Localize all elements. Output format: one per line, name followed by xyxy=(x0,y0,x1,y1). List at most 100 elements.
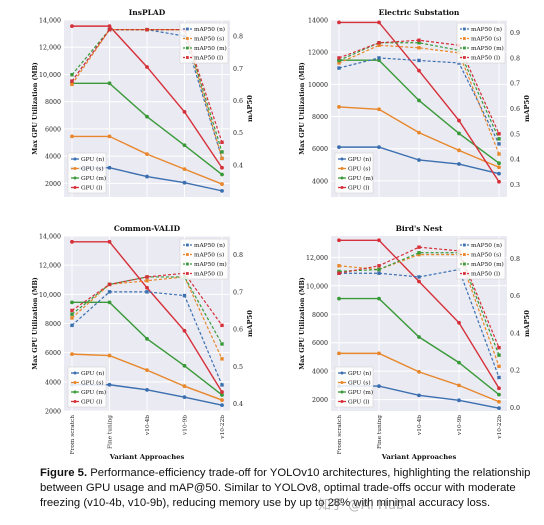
y-tick-label: 12,000 xyxy=(306,255,328,262)
gpu-point-l xyxy=(107,24,112,29)
gpu-point-s xyxy=(220,182,224,186)
y-tick-label: 12,000 xyxy=(39,45,61,52)
y-tick-label: 14,000 xyxy=(39,234,61,241)
map-point-n xyxy=(182,293,187,298)
legend-marker xyxy=(73,400,77,403)
map-point-m xyxy=(497,137,501,141)
y-tick-label: 4000 xyxy=(45,379,61,386)
gpu-point-s xyxy=(377,351,381,356)
legend-marker xyxy=(463,253,466,256)
gpu-point-m xyxy=(220,172,224,177)
legend-gpu: GPU (n) GPU (s) GPU (m) GPU (l) xyxy=(334,152,374,194)
legend-label: GPU (n) xyxy=(348,370,371,377)
gpu-point-s xyxy=(182,167,187,171)
map-point-n xyxy=(220,383,224,387)
map-point-l xyxy=(145,275,149,279)
y2-axis-label: mAP50 xyxy=(523,95,531,122)
legend-label: GPU (l) xyxy=(348,185,370,192)
map-point-l xyxy=(107,27,112,32)
y-tick-label: 8000 xyxy=(312,312,328,319)
watermark: 知乎 @AI Hub xyxy=(318,498,405,513)
map-point-n xyxy=(377,271,381,275)
legend-marker xyxy=(73,390,77,394)
gpu-point-m xyxy=(145,114,149,119)
gpu-point-m xyxy=(417,98,421,103)
legend-label: mAP50 (s) xyxy=(194,36,224,43)
legend-label: mAP50 (n) xyxy=(194,242,225,249)
y2-tick-label: 0.6 xyxy=(233,98,243,105)
gpu-point-m xyxy=(457,131,461,136)
map-point-s xyxy=(337,61,341,65)
chart-panel-3: Bird's Nest 2000 4000 6000 8000 10,000 12,000 0… xyxy=(299,224,531,461)
map-point-l xyxy=(337,56,341,60)
gpu-point-l xyxy=(377,238,381,243)
x-axis-label: Variant Approaches xyxy=(109,453,185,461)
gpu-point-l xyxy=(337,20,341,25)
map-line-m xyxy=(338,42,500,140)
x-tick-label: Fine tuning xyxy=(108,415,114,449)
y-tick-label: 6000 xyxy=(312,146,328,153)
legend-label: GPU (l) xyxy=(348,399,370,406)
map-point-s xyxy=(220,156,224,161)
gpu-point-l xyxy=(70,24,74,29)
y2-tick-label: 0.0 xyxy=(510,405,520,412)
gpu-point-l xyxy=(417,68,421,73)
gpu-point-n xyxy=(145,174,149,179)
gpu-point-l xyxy=(220,165,224,170)
gpu-point-n xyxy=(182,180,187,185)
y-axis-label: Max GPU Utilization (MB) xyxy=(32,277,39,370)
gpu-point-l xyxy=(182,110,187,114)
legend-marker xyxy=(463,27,466,31)
gpu-point-s xyxy=(497,399,501,404)
y2-tick-label: 0.8 xyxy=(510,256,520,263)
gpu-point-n xyxy=(107,165,112,170)
y-tick-label: 10,000 xyxy=(39,72,61,79)
gpu-point-l xyxy=(70,239,74,244)
map-point-m xyxy=(220,150,224,154)
x-tick-label: Fine tuning xyxy=(377,415,383,449)
map-point-l xyxy=(70,79,74,83)
map-point-m xyxy=(220,342,224,346)
map-point-m xyxy=(417,41,421,45)
legend-label: GPU (m) xyxy=(81,175,106,182)
y2-tick-label: 0.8 xyxy=(233,252,243,259)
legend-label: GPU (s) xyxy=(81,380,104,387)
map-point-n xyxy=(377,56,381,60)
legend-label: mAP50 (s) xyxy=(471,252,501,259)
gpu-point-n xyxy=(145,387,149,392)
legend-marker xyxy=(186,27,189,31)
legend-label: mAP50 (n) xyxy=(471,242,502,249)
map-point-l xyxy=(220,323,224,328)
legend-marker xyxy=(340,400,344,403)
legend-gpu: GPU (n) GPU (s) GPU (m) GPU (l) xyxy=(334,366,374,408)
gpu-point-s xyxy=(107,134,112,139)
legend-marker xyxy=(340,176,344,180)
x-tick-label: v10-4b xyxy=(417,415,423,436)
x-axis-label: Variant Approaches xyxy=(381,453,457,461)
legend-marker xyxy=(186,262,189,266)
gpu-point-s xyxy=(107,353,112,358)
y2-tick-label: 0.4 xyxy=(510,330,520,337)
chart-panel-0: InsPLAD 2000 4000 6000 8000 10,000 12,000 14,00… xyxy=(32,8,254,197)
gpu-point-m xyxy=(220,393,224,397)
map-point-m xyxy=(377,267,381,272)
map-point-n xyxy=(497,375,501,380)
gpu-point-s xyxy=(337,351,341,356)
y-axis-label: Max GPU Utilization (MB) xyxy=(299,277,306,370)
legend-label: GPU (n) xyxy=(81,370,104,377)
map-point-m xyxy=(70,73,74,77)
y2-tick-label: 0.7 xyxy=(233,66,243,73)
gpu-point-n xyxy=(497,406,501,411)
legend-label: GPU (l) xyxy=(81,185,103,192)
y2-tick-label: 0.3 xyxy=(510,182,520,189)
y2-tick-label: 0.6 xyxy=(233,327,243,334)
y2-axis-label: mAP50 xyxy=(246,310,254,337)
y-tick-label: 14,000 xyxy=(39,18,61,25)
legend-label: mAP50 (l) xyxy=(194,271,223,278)
gpu-point-s xyxy=(457,383,461,388)
figure-grid: InsPLAD 2000 4000 6000 8000 10,000 12,000 14,00… xyxy=(32,8,531,461)
map-point-s xyxy=(417,252,421,257)
gpu-point-n xyxy=(377,145,381,150)
map-point-l xyxy=(417,38,421,42)
gpu-point-s xyxy=(145,152,149,157)
